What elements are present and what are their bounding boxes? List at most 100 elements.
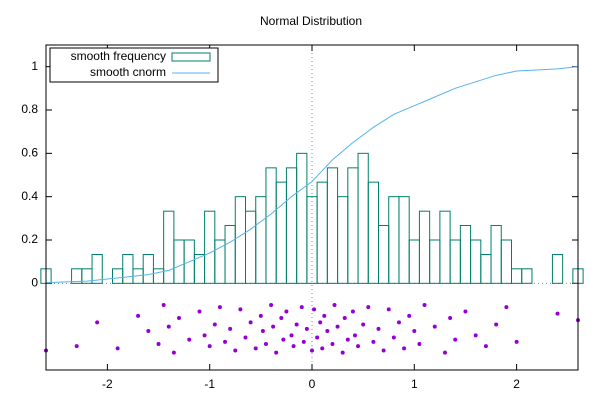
scatter-point bbox=[294, 322, 299, 327]
scatter-point bbox=[289, 333, 294, 338]
scatter-point bbox=[320, 346, 325, 351]
scatter-point bbox=[361, 322, 366, 327]
histogram-bar bbox=[122, 254, 134, 284]
scatter-point bbox=[335, 324, 340, 329]
scatter-point bbox=[156, 342, 161, 346]
scatter-point bbox=[161, 303, 166, 307]
scatter-point bbox=[304, 326, 309, 331]
scatter-point bbox=[301, 339, 306, 344]
legend-box bbox=[49, 47, 219, 83]
histogram-bar bbox=[173, 239, 185, 284]
histogram-bar bbox=[163, 210, 175, 284]
scatter-point bbox=[217, 305, 222, 310]
y-tick-label: 0 bbox=[31, 276, 38, 290]
scatter-point bbox=[504, 305, 509, 310]
scatter-point bbox=[453, 337, 458, 342]
y-tick-label: 1 bbox=[31, 59, 38, 73]
scatter-point bbox=[197, 309, 202, 314]
scatter-point bbox=[422, 303, 427, 307]
histogram-bar bbox=[398, 196, 410, 284]
legend-label: smooth cnorm bbox=[90, 65, 166, 79]
histogram-bar bbox=[367, 181, 379, 284]
histogram-bar bbox=[500, 239, 512, 284]
histogram-bar bbox=[112, 268, 124, 284]
scatter-point bbox=[187, 337, 192, 342]
histogram-bar bbox=[255, 196, 267, 284]
histogram-bar bbox=[480, 254, 492, 284]
scatter-point bbox=[269, 303, 274, 307]
scatter-point bbox=[412, 329, 417, 333]
histogram-bar bbox=[337, 196, 349, 284]
scatter-point bbox=[342, 316, 347, 320]
plot-border bbox=[45, 44, 579, 371]
histogram-bar bbox=[418, 210, 431, 284]
histogram-bar bbox=[245, 210, 257, 284]
histogram-bar bbox=[296, 152, 308, 284]
histogram-bar bbox=[91, 254, 103, 284]
scatter-point bbox=[386, 307, 391, 312]
scatter-point bbox=[258, 313, 263, 318]
x-tick-label: 1 bbox=[411, 377, 418, 391]
histogram-bar bbox=[449, 239, 461, 284]
histogram-bar bbox=[357, 152, 369, 284]
scatter-point bbox=[443, 350, 447, 355]
histogram-bar bbox=[429, 239, 441, 284]
scatter-point bbox=[228, 326, 233, 331]
histogram-bar bbox=[388, 196, 400, 284]
scatter-point bbox=[260, 329, 265, 333]
scatter-point bbox=[223, 339, 228, 344]
histogram-bar bbox=[152, 268, 165, 284]
scatter-point bbox=[396, 320, 401, 325]
scatter-point bbox=[325, 329, 330, 333]
scatter-point bbox=[483, 344, 488, 349]
histogram-bar bbox=[214, 239, 226, 284]
scatter-point bbox=[207, 344, 212, 349]
scatter-point bbox=[371, 339, 376, 344]
scatter-point bbox=[417, 342, 422, 346]
y-tick-label: 0.6 bbox=[21, 146, 38, 160]
scatter-point bbox=[74, 344, 79, 349]
scatter-point bbox=[281, 337, 286, 342]
chart-title: Normal Distribution bbox=[260, 14, 362, 28]
histogram-bar bbox=[285, 167, 298, 284]
scatter-point bbox=[171, 350, 176, 355]
scatter-point bbox=[448, 316, 453, 320]
scatter-point bbox=[555, 311, 560, 316]
x-tick-label: -1 bbox=[204, 377, 215, 391]
scatter-point bbox=[376, 326, 381, 331]
histogram-bar bbox=[204, 210, 216, 284]
scatter-point bbox=[494, 322, 499, 327]
histogram-bar bbox=[326, 167, 339, 284]
histogram-bar bbox=[551, 254, 564, 284]
scatter-point bbox=[366, 305, 371, 310]
histogram-bar bbox=[275, 181, 287, 284]
histogram-bar bbox=[521, 268, 533, 284]
histogram-bar bbox=[224, 224, 236, 284]
scatter-point bbox=[279, 316, 284, 320]
scatter-point bbox=[322, 313, 327, 318]
x-tick-label: 2 bbox=[513, 377, 520, 391]
scatter-point bbox=[95, 320, 100, 325]
scatter-point bbox=[432, 324, 437, 329]
scatter-point bbox=[350, 309, 355, 314]
y-tick-label: 0.4 bbox=[21, 189, 38, 203]
histogram-bar bbox=[316, 181, 328, 284]
histogram-bar bbox=[490, 224, 502, 284]
histogram-bar bbox=[142, 254, 154, 284]
histogram-bar bbox=[511, 268, 523, 284]
scatter-point bbox=[340, 350, 345, 355]
scatter-point bbox=[233, 348, 238, 353]
scatter-point bbox=[238, 307, 243, 312]
histogram-bar bbox=[459, 224, 472, 284]
scatter-point bbox=[253, 346, 258, 351]
scatter-point bbox=[332, 303, 337, 307]
cnorm-line bbox=[45, 66, 579, 284]
scatter-point bbox=[263, 342, 268, 346]
scatter-point bbox=[136, 313, 141, 318]
scatter-point bbox=[381, 348, 386, 353]
scatter-point bbox=[407, 313, 412, 318]
scatter-point bbox=[463, 309, 468, 314]
histogram-bar bbox=[470, 239, 482, 284]
scatter-point bbox=[177, 316, 181, 320]
